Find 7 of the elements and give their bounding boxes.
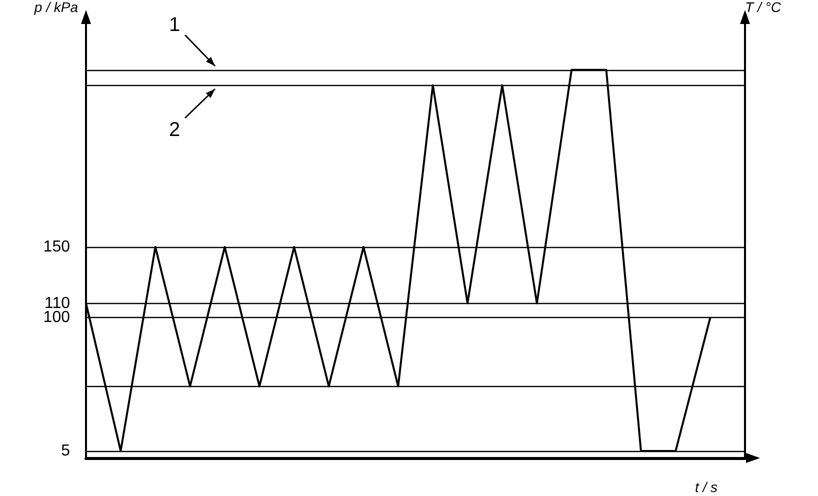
annotation: 2 [169,118,180,142]
x-axis-title: t / s [695,479,718,495]
y-tick-label: 150 [43,238,70,256]
annotation: 1 [169,12,180,37]
y2-axis-title: T / °C [745,0,782,15]
y-tick-label: 5 [61,442,70,460]
y-axis-title: p / kPa [33,0,78,15]
